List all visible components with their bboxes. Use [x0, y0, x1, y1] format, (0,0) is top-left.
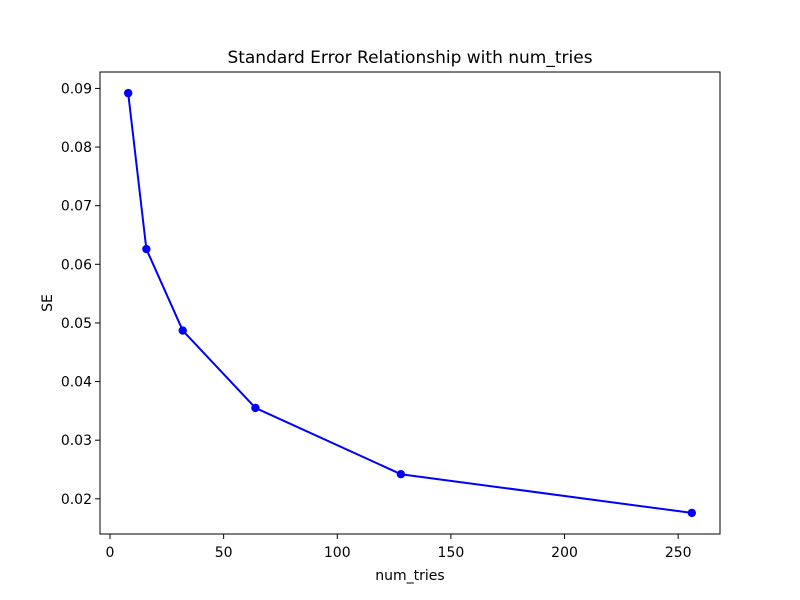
y-tick-label: 0.03	[61, 433, 92, 449]
y-tick-label: 0.04	[61, 375, 92, 391]
x-tick-label: 100	[324, 545, 351, 561]
data-point	[396, 469, 406, 479]
chart-title: Standard Error Relationship with num_tri…	[227, 48, 592, 68]
y-tick-label: 0.09	[61, 81, 92, 97]
data-point	[123, 88, 133, 98]
data-line	[127, 92, 693, 514]
x-tick-label: 200	[551, 545, 578, 561]
x-tick-label: 0	[106, 545, 115, 561]
x-tick-label: 250	[665, 545, 692, 561]
x-tick-label: 150	[438, 545, 465, 561]
plot-area: 0 50 100 150 200 250 0.02 0.03 0.04 0.05 0.06 0.07 0…	[61, 71, 721, 561]
data-point	[142, 244, 151, 254]
x-tick-label: 50	[215, 545, 233, 561]
y-tick-label: 0.02	[61, 492, 92, 508]
x-axis-label: num_tries	[375, 568, 444, 584]
y-tick-label: 0.05	[61, 316, 92, 332]
data-point	[251, 403, 260, 413]
y-axis-label: SE	[40, 294, 56, 312]
y-tick-label: 0.08	[61, 140, 92, 156]
data-point	[687, 508, 697, 518]
data-point	[178, 326, 187, 335]
y-tick-label: 0.07	[61, 199, 92, 215]
plot-border	[99, 71, 721, 535]
y-tick-label: 0.06	[61, 257, 92, 273]
